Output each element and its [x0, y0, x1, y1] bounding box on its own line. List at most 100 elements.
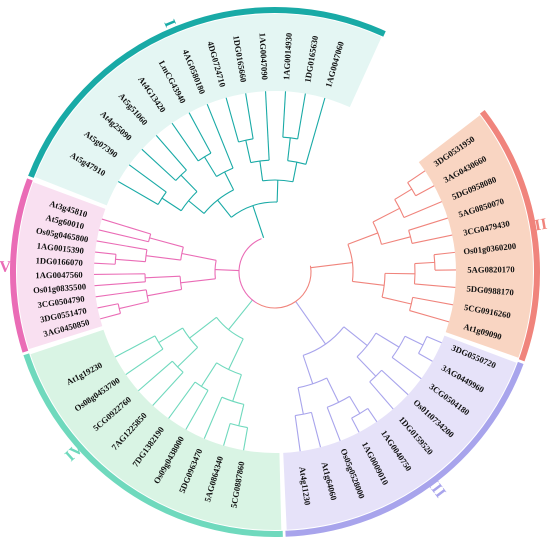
tree-branch — [414, 283, 456, 288]
clade-band-III — [283, 335, 517, 530]
tree-branch — [100, 312, 121, 320]
tree-branch — [310, 262, 353, 269]
tree-branch — [155, 135, 187, 171]
tree-branch — [94, 281, 146, 287]
tree-branch — [250, 159, 270, 164]
tree-branch — [175, 169, 187, 181]
tree-branch — [326, 407, 341, 442]
clade-band-IV — [30, 329, 282, 530]
tree-branch — [381, 236, 411, 245]
tree-branch — [216, 362, 242, 376]
tree-branch — [214, 260, 217, 279]
clade-ring-arc-II — [479, 109, 540, 362]
tree-branch — [352, 280, 385, 286]
tree-branch — [228, 338, 244, 370]
tree-branch — [375, 332, 400, 348]
tree-branch — [343, 326, 368, 346]
tree-branch — [177, 346, 199, 368]
tree-branch — [161, 197, 182, 212]
tree-branch — [145, 255, 181, 261]
tree-branch — [181, 252, 217, 261]
tree-branch — [264, 91, 270, 161]
tree-branch — [228, 299, 253, 330]
tree-branch — [347, 232, 379, 245]
tree-branch — [188, 112, 212, 154]
clade-ring-arc-I — [28, 7, 386, 178]
tree-branch — [179, 276, 183, 290]
tree-branch — [349, 396, 361, 414]
tree-branch — [96, 240, 148, 251]
tree-branch — [224, 171, 235, 191]
leaf-label: 1AG0047560 — [35, 270, 82, 281]
tree-branch — [180, 246, 184, 261]
tree-root-arc — [238, 238, 262, 304]
tree-branch — [128, 164, 167, 193]
clade-band-I — [35, 14, 382, 206]
tree-branch — [216, 167, 234, 177]
tree-branch — [230, 201, 278, 218]
tree-branch — [144, 249, 148, 262]
tree-branch — [327, 395, 350, 408]
tree-branch — [369, 381, 394, 410]
tree-branch — [215, 269, 240, 272]
tree-branch — [206, 103, 234, 169]
tree-branch — [189, 316, 217, 339]
tree-branch — [404, 335, 424, 346]
tree-branch — [356, 356, 377, 377]
tree-branch — [171, 122, 199, 162]
tree-branch — [148, 233, 152, 242]
clade-label-V: V — [0, 259, 11, 276]
tree-branch — [282, 91, 287, 138]
tree-branch — [119, 301, 149, 310]
tree-branch — [185, 390, 209, 430]
tree-branch — [433, 254, 436, 271]
tree-branch — [414, 261, 435, 265]
tree-branch — [158, 327, 183, 344]
clade-ring — [10, 7, 540, 537]
tree-branch — [221, 396, 244, 405]
tree-branch — [372, 207, 400, 223]
tree-branch — [408, 217, 448, 231]
tree-branch — [149, 237, 184, 248]
tree-branch — [391, 357, 422, 380]
tree-branch — [203, 156, 217, 177]
tree-branch — [391, 335, 406, 358]
tree-branch — [141, 148, 177, 181]
leaf-label: 1DG0166070 — [35, 255, 83, 267]
leaf-label: 5DG0988170 — [466, 283, 514, 297]
tree-branch — [200, 362, 218, 387]
tree-branch — [295, 301, 326, 345]
tree-branch — [180, 278, 216, 284]
tree-branch — [409, 297, 414, 311]
tree-branch — [305, 97, 326, 165]
tree-branch — [145, 275, 181, 279]
clade-band-V — [16, 182, 106, 350]
tree-branch — [101, 218, 151, 235]
tree-branch — [418, 352, 433, 362]
tree-branch — [243, 427, 249, 451]
tree-branch — [117, 303, 121, 314]
tree-branch — [292, 162, 298, 182]
tree-branch — [411, 234, 453, 244]
leaf-label: 5AG0820170 — [467, 264, 514, 275]
tree-branch — [326, 377, 340, 403]
tree-branch — [188, 200, 205, 214]
tree-branch — [407, 170, 426, 183]
tree-branch — [114, 335, 156, 358]
tree-branch — [97, 303, 119, 309]
tree-branch — [94, 262, 116, 265]
tree-branch — [194, 381, 209, 391]
tree-root-arc — [256, 265, 312, 309]
leaf-label: 1AG0047090 — [257, 32, 269, 80]
tree-branch — [203, 396, 223, 439]
tree-branch — [138, 360, 173, 392]
tree-branch — [426, 335, 442, 344]
tree-branch — [381, 296, 412, 305]
clade-band-II — [418, 115, 533, 358]
tree-branch — [259, 160, 264, 181]
tree-branch — [310, 412, 322, 448]
tree-branch — [297, 93, 306, 140]
tree-branch — [245, 93, 254, 139]
tree-branch — [415, 185, 435, 197]
